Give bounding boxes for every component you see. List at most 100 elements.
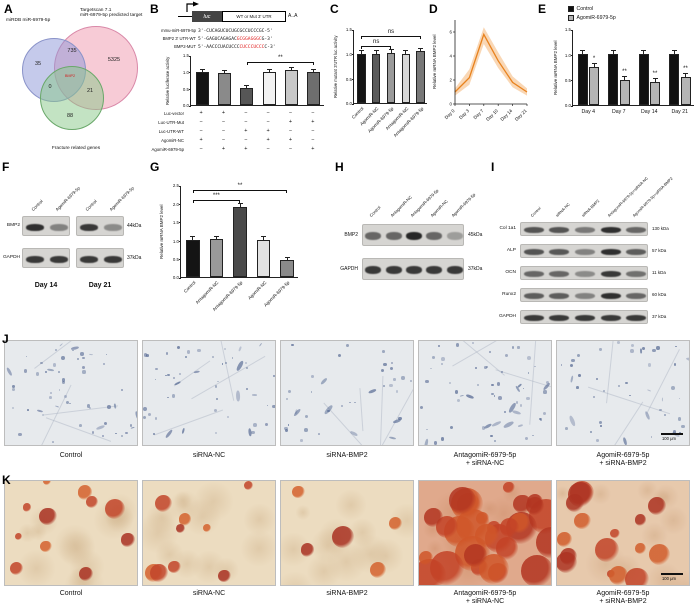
cell-dot xyxy=(224,361,228,365)
mineral-nodule xyxy=(647,496,666,515)
cell-dot xyxy=(596,439,600,442)
blot-group-label: Day 21 xyxy=(88,282,112,289)
blot-group-label: Day 14 xyxy=(34,282,58,289)
panelE-plot: 0.0 0.5 1.0 1.5 * Day 4 ** Day 7 ** Day 14 ** Day 2… xyxy=(565,27,694,115)
cell-dot xyxy=(675,345,677,348)
cell-dot xyxy=(511,346,515,350)
bar xyxy=(386,52,396,103)
mineral-nodule xyxy=(175,524,185,534)
protein-band xyxy=(365,266,382,274)
blot-box xyxy=(362,224,464,246)
cell-dot xyxy=(367,388,377,395)
cell-dot xyxy=(318,432,320,435)
cell-dot xyxy=(642,347,646,351)
panel-j-micrographs: Control siRNA-NC siRNA-BMP2 AntagomiR-6979-… xyxy=(0,330,700,472)
cell-dot xyxy=(147,413,151,417)
blot-box xyxy=(520,266,648,280)
cell-dot xyxy=(155,378,157,381)
image-label-line2: + siRNA-NC xyxy=(465,598,505,605)
texture-patch xyxy=(243,502,275,537)
error-bar xyxy=(390,50,392,54)
venn-circle-fracture-genes xyxy=(40,66,104,130)
mineral-nodule xyxy=(536,527,551,558)
panelC-plot: 0.0 0.5 1.0 1.5 Control AgomiR-NC AgomiR-6979-… xyxy=(346,27,427,138)
cell-dot xyxy=(223,347,227,351)
cell-dot xyxy=(516,383,522,388)
cell-dot xyxy=(493,395,496,398)
sig-label: ** xyxy=(683,66,688,73)
mineral-nodule xyxy=(9,561,23,575)
error-bar-cap xyxy=(388,49,394,51)
stain-overlay xyxy=(419,481,551,585)
sig-label: *** xyxy=(212,192,220,199)
protein-band xyxy=(600,315,621,321)
kda-label: 45kDa xyxy=(468,232,483,238)
y-tick-label: 1.0 xyxy=(172,238,179,244)
matrix-cell: − xyxy=(266,110,270,116)
error-bar xyxy=(360,51,362,55)
image-label: AgomiR-6979-5p + siRNA-BMP2 xyxy=(556,452,690,468)
cell-dot xyxy=(143,353,148,357)
matrix-row-label: AgomiR-6979-5p xyxy=(151,147,184,152)
protein-label: GAPDH xyxy=(340,266,358,272)
y-tick-label: 1.5 xyxy=(182,53,189,59)
sig-label: ** xyxy=(652,71,658,78)
cell-dot xyxy=(512,409,522,415)
protein-band xyxy=(626,271,647,277)
protein-band xyxy=(406,266,422,274)
cell-dot xyxy=(625,381,629,385)
cell-dot xyxy=(287,423,290,426)
y-tick-label: 1.5 xyxy=(172,220,179,226)
cell-dot xyxy=(107,404,112,409)
cell-dot xyxy=(252,423,257,427)
cell-dot xyxy=(644,410,651,421)
cell-dot xyxy=(42,414,45,417)
cell-dot xyxy=(114,432,117,435)
matrix-cell: − xyxy=(311,128,315,134)
panel-letter-g: G xyxy=(150,160,160,174)
y-tick-mark xyxy=(351,78,354,80)
sequence-name: BMP2-MUT xyxy=(174,44,196,49)
mineral-nodule xyxy=(634,514,647,526)
cell-dot xyxy=(72,349,75,352)
error-bar xyxy=(291,68,292,71)
cell-dot xyxy=(18,432,22,436)
x-label: Day 7 xyxy=(611,109,626,115)
image-label: siRNA-BMP2 xyxy=(280,452,414,460)
cell-dot xyxy=(61,355,65,360)
lane-label: AgomiR-6979-5p xyxy=(108,185,135,212)
cell-dot xyxy=(6,366,13,376)
error-bar-cap xyxy=(403,50,409,52)
kda-label: 37 kDa xyxy=(652,314,667,319)
matrix-cell: + xyxy=(266,137,270,143)
protein-band xyxy=(523,293,544,299)
cell-dot xyxy=(630,344,635,348)
error-bar xyxy=(612,51,614,56)
cell-dot xyxy=(534,365,536,367)
y-tick-label: 6 xyxy=(450,30,453,35)
mineral-nodule xyxy=(202,523,211,532)
bar xyxy=(195,71,209,105)
cell-dot xyxy=(91,431,95,434)
protein-band xyxy=(575,271,595,277)
cell-dot xyxy=(380,368,384,372)
y-tick-label: 1.0 xyxy=(182,69,189,75)
protein-label: BMP2 xyxy=(344,232,358,238)
cell-dot xyxy=(420,405,424,409)
cell-dot xyxy=(86,404,91,408)
protein-label: BMP2 xyxy=(6,223,20,228)
sequence-name: mmu-miR-6979-5p xyxy=(161,28,196,33)
cell-dot xyxy=(134,411,137,421)
cell-dot xyxy=(121,388,124,391)
error-bar-cap xyxy=(244,84,250,86)
mineral-nodule xyxy=(568,481,594,507)
cell-dot xyxy=(679,432,681,434)
image-label-line1: Control xyxy=(59,452,83,459)
protein-label: Runx2 xyxy=(502,292,516,297)
image-label-line1: siRNA-NC xyxy=(192,452,226,459)
texture-patch xyxy=(637,481,659,501)
promoter-arrow-icon xyxy=(186,1,199,12)
bar xyxy=(401,53,411,103)
mineral-nodule xyxy=(218,569,231,582)
